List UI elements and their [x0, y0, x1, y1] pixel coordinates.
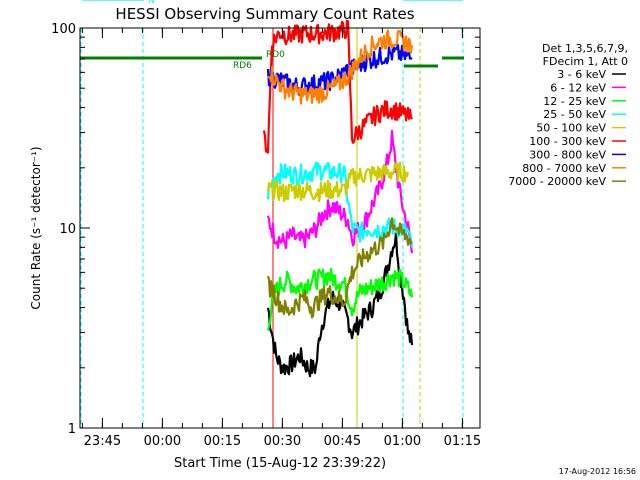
- series-line: [266, 161, 410, 203]
- x-tick-label: 00:45: [324, 434, 361, 449]
- legend-entry-label: 25 - 50 keV: [543, 108, 606, 121]
- legend-entry-label: 12 - 25 keV: [543, 95, 606, 108]
- legend-entry-label: 7000 - 20000 keV: [508, 175, 606, 188]
- series-line: [266, 217, 413, 319]
- legend-entry-label: 3 - 6 keV: [557, 68, 606, 81]
- x-axis-label: Start Time (15-Aug-12 23:39:22): [174, 456, 386, 471]
- saa-level-label: N: [148, 0, 155, 6]
- night-level-label: RD6: [233, 61, 252, 71]
- y-axis-label: Count Rate (s⁻¹ detector⁻¹): [29, 146, 43, 309]
- y-tick-label: 1: [68, 422, 76, 437]
- x-tick-label: 23:45: [84, 434, 121, 449]
- legend-header: FDecim 1, Att 0: [543, 55, 628, 68]
- chart-title: HESSI Observing Summary Count Rates: [115, 5, 414, 23]
- legend-header: Det 1,3,5,6,7,9,: [542, 42, 628, 55]
- legend-entry-label: 300 - 800 keV: [529, 148, 606, 161]
- x-tick-label: 00:15: [204, 434, 241, 449]
- y-tick-label: 10: [59, 222, 76, 237]
- series-line: [266, 230, 414, 378]
- series-line: [266, 267, 414, 331]
- y-tick-label: 100: [51, 22, 76, 37]
- series-line: [266, 161, 414, 248]
- x-tick-label: 01:15: [444, 434, 481, 449]
- legend-entry-label: 800 - 7000 keV: [522, 162, 606, 175]
- overlay-layer: N RD6 RD0: [80, 0, 464, 428]
- series-line: [266, 129, 414, 254]
- legend: Det 1,3,5,6,7,9,FDecim 1, Att 03 - 6 keV…: [508, 42, 628, 188]
- series-line: [267, 29, 414, 105]
- x-tick-label: 00:30: [264, 434, 301, 449]
- legend-entry-label: 100 - 300 keV: [529, 135, 606, 148]
- legend-entry-label: 6 - 12 keV: [550, 81, 606, 94]
- series-layer: [262, 19, 414, 378]
- legend-entry-label: 50 - 100 keV: [536, 122, 606, 135]
- footer-timestamp: 17-Aug-2012 16:56: [559, 467, 636, 476]
- x-tick-label: 00:00: [144, 434, 181, 449]
- x-tick-label: 01:00: [384, 434, 421, 449]
- flare-marker-label: RD0: [266, 50, 285, 60]
- axes-layer: 1 10 100 23:45 00:00 00:15 00:30 00:45 01:00 01:1…: [51, 22, 481, 449]
